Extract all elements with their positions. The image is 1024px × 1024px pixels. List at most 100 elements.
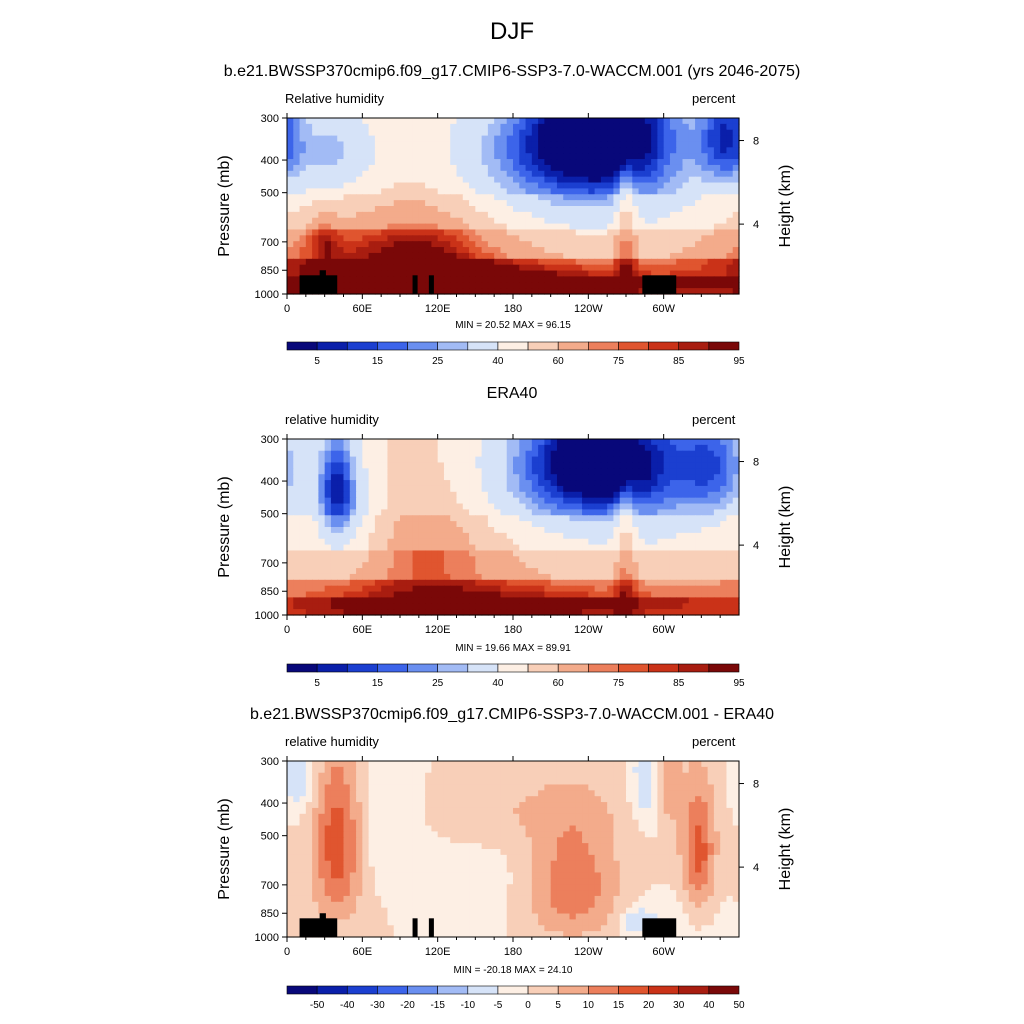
heatmap-cell bbox=[682, 444, 690, 452]
heatmap-cell bbox=[688, 194, 696, 201]
heatmap-cell bbox=[330, 270, 338, 277]
heatmap-cell bbox=[538, 772, 545, 780]
heatmap-cell bbox=[456, 766, 464, 774]
heatmap-cell bbox=[437, 591, 445, 598]
heatmap-cell bbox=[550, 235, 558, 242]
heatmap-cell bbox=[337, 603, 345, 610]
heatmap-cell bbox=[644, 527, 652, 534]
heatmap-cell bbox=[330, 123, 338, 131]
heatmap-cell bbox=[657, 252, 665, 260]
heatmap-cell bbox=[299, 118, 307, 125]
heatmap-cell bbox=[607, 491, 615, 499]
heatmap-cell bbox=[525, 509, 533, 516]
heatmap-cell bbox=[594, 206, 602, 213]
heatmap-cell bbox=[657, 123, 665, 131]
heatmap-cell bbox=[343, 276, 351, 283]
heatmap-cell bbox=[330, 562, 338, 569]
heatmap-cell bbox=[519, 444, 527, 452]
heatmap-cell bbox=[688, 550, 696, 557]
heatmap-cell bbox=[431, 164, 439, 172]
heatmap-cell bbox=[287, 450, 294, 458]
heatmap-cell bbox=[431, 509, 439, 516]
heatmap-cell bbox=[563, 579, 571, 587]
heatmap-cell bbox=[713, 480, 721, 487]
heatmap-cell bbox=[418, 252, 426, 260]
heatmap-cell bbox=[588, 485, 596, 493]
heatmap-cell bbox=[538, 182, 545, 189]
heatmap-cell bbox=[374, 223, 382, 231]
heatmap-cell bbox=[619, 170, 627, 178]
heatmap-cell bbox=[324, 439, 332, 446]
heatmap-cell bbox=[632, 591, 640, 598]
heatmap-cell bbox=[418, 491, 426, 499]
heatmap-cell bbox=[651, 468, 658, 475]
heatmap-cell bbox=[569, 188, 577, 195]
heatmap-cell bbox=[362, 252, 370, 260]
heatmap-cell bbox=[387, 141, 395, 148]
heatmap-cell bbox=[569, 223, 577, 231]
heatmap-cell bbox=[506, 772, 514, 780]
heatmap-cell bbox=[287, 556, 294, 563]
heatmap-cell bbox=[293, 772, 301, 780]
heatmap-cell bbox=[412, 252, 420, 260]
heatmap-cell bbox=[443, 474, 451, 481]
panel2-stats: MIN = 19.66 MAX = 89.91 bbox=[455, 643, 571, 654]
heatmap-cell bbox=[305, 241, 313, 248]
heatmap-cell bbox=[632, 550, 640, 557]
heatmap-cell bbox=[544, 288, 552, 295]
heatmap-cell bbox=[600, 182, 608, 189]
heatmap-cell bbox=[312, 509, 319, 516]
heatmap-cell bbox=[531, 491, 539, 499]
heatmap-cell bbox=[443, 241, 451, 248]
heatmap-cell bbox=[299, 485, 307, 493]
heatmap-cell bbox=[437, 164, 445, 172]
heatmap-cell bbox=[720, 276, 728, 283]
heatmap-cell bbox=[287, 159, 294, 166]
heatmap-cell bbox=[657, 597, 665, 604]
heatmap-cell bbox=[462, 206, 470, 213]
heatmap-cell bbox=[494, 241, 502, 248]
heatmap-cell bbox=[312, 444, 319, 452]
heatmap-cell bbox=[638, 141, 646, 148]
heatmap-cell bbox=[556, 609, 564, 616]
heatmap-cell bbox=[387, 568, 395, 575]
heatmap-cell bbox=[651, 247, 658, 254]
heatmap-cell bbox=[682, 252, 690, 260]
heatmap-cell bbox=[600, 591, 608, 598]
heatmap-cell bbox=[425, 439, 432, 446]
heatmap-cell bbox=[362, 603, 370, 610]
heatmap-cell bbox=[657, 591, 665, 598]
heatmap-cell bbox=[669, 182, 677, 189]
heatmap-cell bbox=[305, 585, 313, 593]
heatmap-cell bbox=[588, 790, 596, 797]
heatmap-cell bbox=[575, 200, 583, 207]
heatmap-cell bbox=[513, 135, 520, 143]
heatmap-cell bbox=[682, 761, 690, 768]
heatmap-cell bbox=[669, 485, 677, 493]
heatmap-cell bbox=[563, 761, 571, 768]
heatmap-cell bbox=[481, 194, 489, 201]
heatmap-cell bbox=[575, 609, 583, 616]
heatmap-cell bbox=[600, 135, 608, 143]
heatmap-cell bbox=[688, 182, 696, 189]
heatmap-cell bbox=[381, 538, 389, 546]
heatmap-cell bbox=[456, 170, 464, 178]
heatmap-cell bbox=[299, 556, 307, 563]
heatmap-cell bbox=[613, 176, 621, 184]
heatmap-cell bbox=[337, 282, 345, 289]
heatmap-cell bbox=[556, 585, 564, 593]
heatmap-cell bbox=[443, 188, 451, 195]
colorbar-label: 25 bbox=[432, 356, 444, 367]
heatmap-cell bbox=[443, 538, 451, 546]
heatmap-cell bbox=[632, 790, 640, 797]
heatmap-cell bbox=[713, 474, 721, 481]
heatmap-cell bbox=[475, 282, 483, 289]
heatmap-cell bbox=[582, 241, 589, 248]
heatmap-cell bbox=[475, 532, 483, 540]
heatmap-cell bbox=[425, 456, 432, 464]
heatmap-cell bbox=[487, 211, 495, 219]
heatmap-cell bbox=[400, 200, 407, 207]
heatmap-cell bbox=[544, 164, 552, 172]
heatmap-cell bbox=[494, 521, 502, 528]
heatmap-cell bbox=[494, 585, 502, 593]
